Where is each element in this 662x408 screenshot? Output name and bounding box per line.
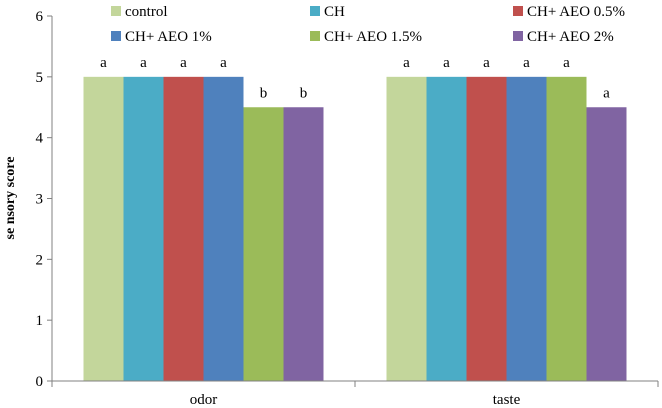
significance-label: b [300,85,308,101]
bar-odor-0 [83,76,124,381]
legend-label: CH [324,4,345,20]
bar-odor-5 [283,107,324,381]
legend-label: CH+ AEO 1% [125,29,212,45]
bar-odor-1 [123,76,164,381]
legend-label: control [125,4,168,20]
significance-label: a [403,55,410,71]
significance-label: a [563,55,570,71]
legend-swatch [111,31,121,41]
bars [83,76,627,381]
bar-odor-4 [243,107,284,381]
y-tick-label: 4 [36,131,44,147]
bar-taste-0 [386,76,427,381]
legend-label: CH+ AEO 2% [527,29,614,45]
legend-label: CH+ AEO 0.5% [527,4,625,20]
bar-taste-2 [466,76,507,381]
significance-label: a [603,85,610,101]
significance-label: a [443,55,450,71]
significance-label: a [220,55,227,71]
bar-odor-3 [203,76,244,381]
x-category-label: odor [190,392,218,408]
x-category-label: taste [493,392,521,408]
significance-label: a [140,55,147,71]
bar-taste-5 [586,107,627,381]
y-tick-label: 5 [36,70,44,86]
legend-label: CH+ AEO 1.5% [324,29,422,45]
significance-label: a [483,55,490,71]
significance-label: b [260,85,268,101]
y-tick-label: 3 [36,192,44,208]
y-tick-label: 6 [36,9,44,25]
axes: 0 1 2 3 4 5 6 odor taste [36,9,659,408]
significance-label: a [100,55,107,71]
y-tick-label: 0 [36,374,44,390]
legend-swatch [513,31,523,41]
legend-swatch [310,31,320,41]
significance-labels: a a a a b b a a a a a a [100,55,610,101]
significance-label: a [180,55,187,71]
bar-taste-1 [426,76,467,381]
legend-swatch [111,6,121,16]
y-tick-label: 1 [36,313,44,329]
bar-odor-2 [163,76,204,381]
y-axis-label: se nsory score [3,157,18,240]
legend: control CH CH+ AEO 0.5% CH+ AEO 1% CH+ AEO 1… [111,4,625,45]
y-tick-label: 2 [36,252,44,268]
legend-swatch [310,6,320,16]
significance-label: a [523,55,530,71]
legend-swatch [513,6,523,16]
bar-taste-4 [546,76,587,381]
bar-taste-3 [506,76,547,381]
